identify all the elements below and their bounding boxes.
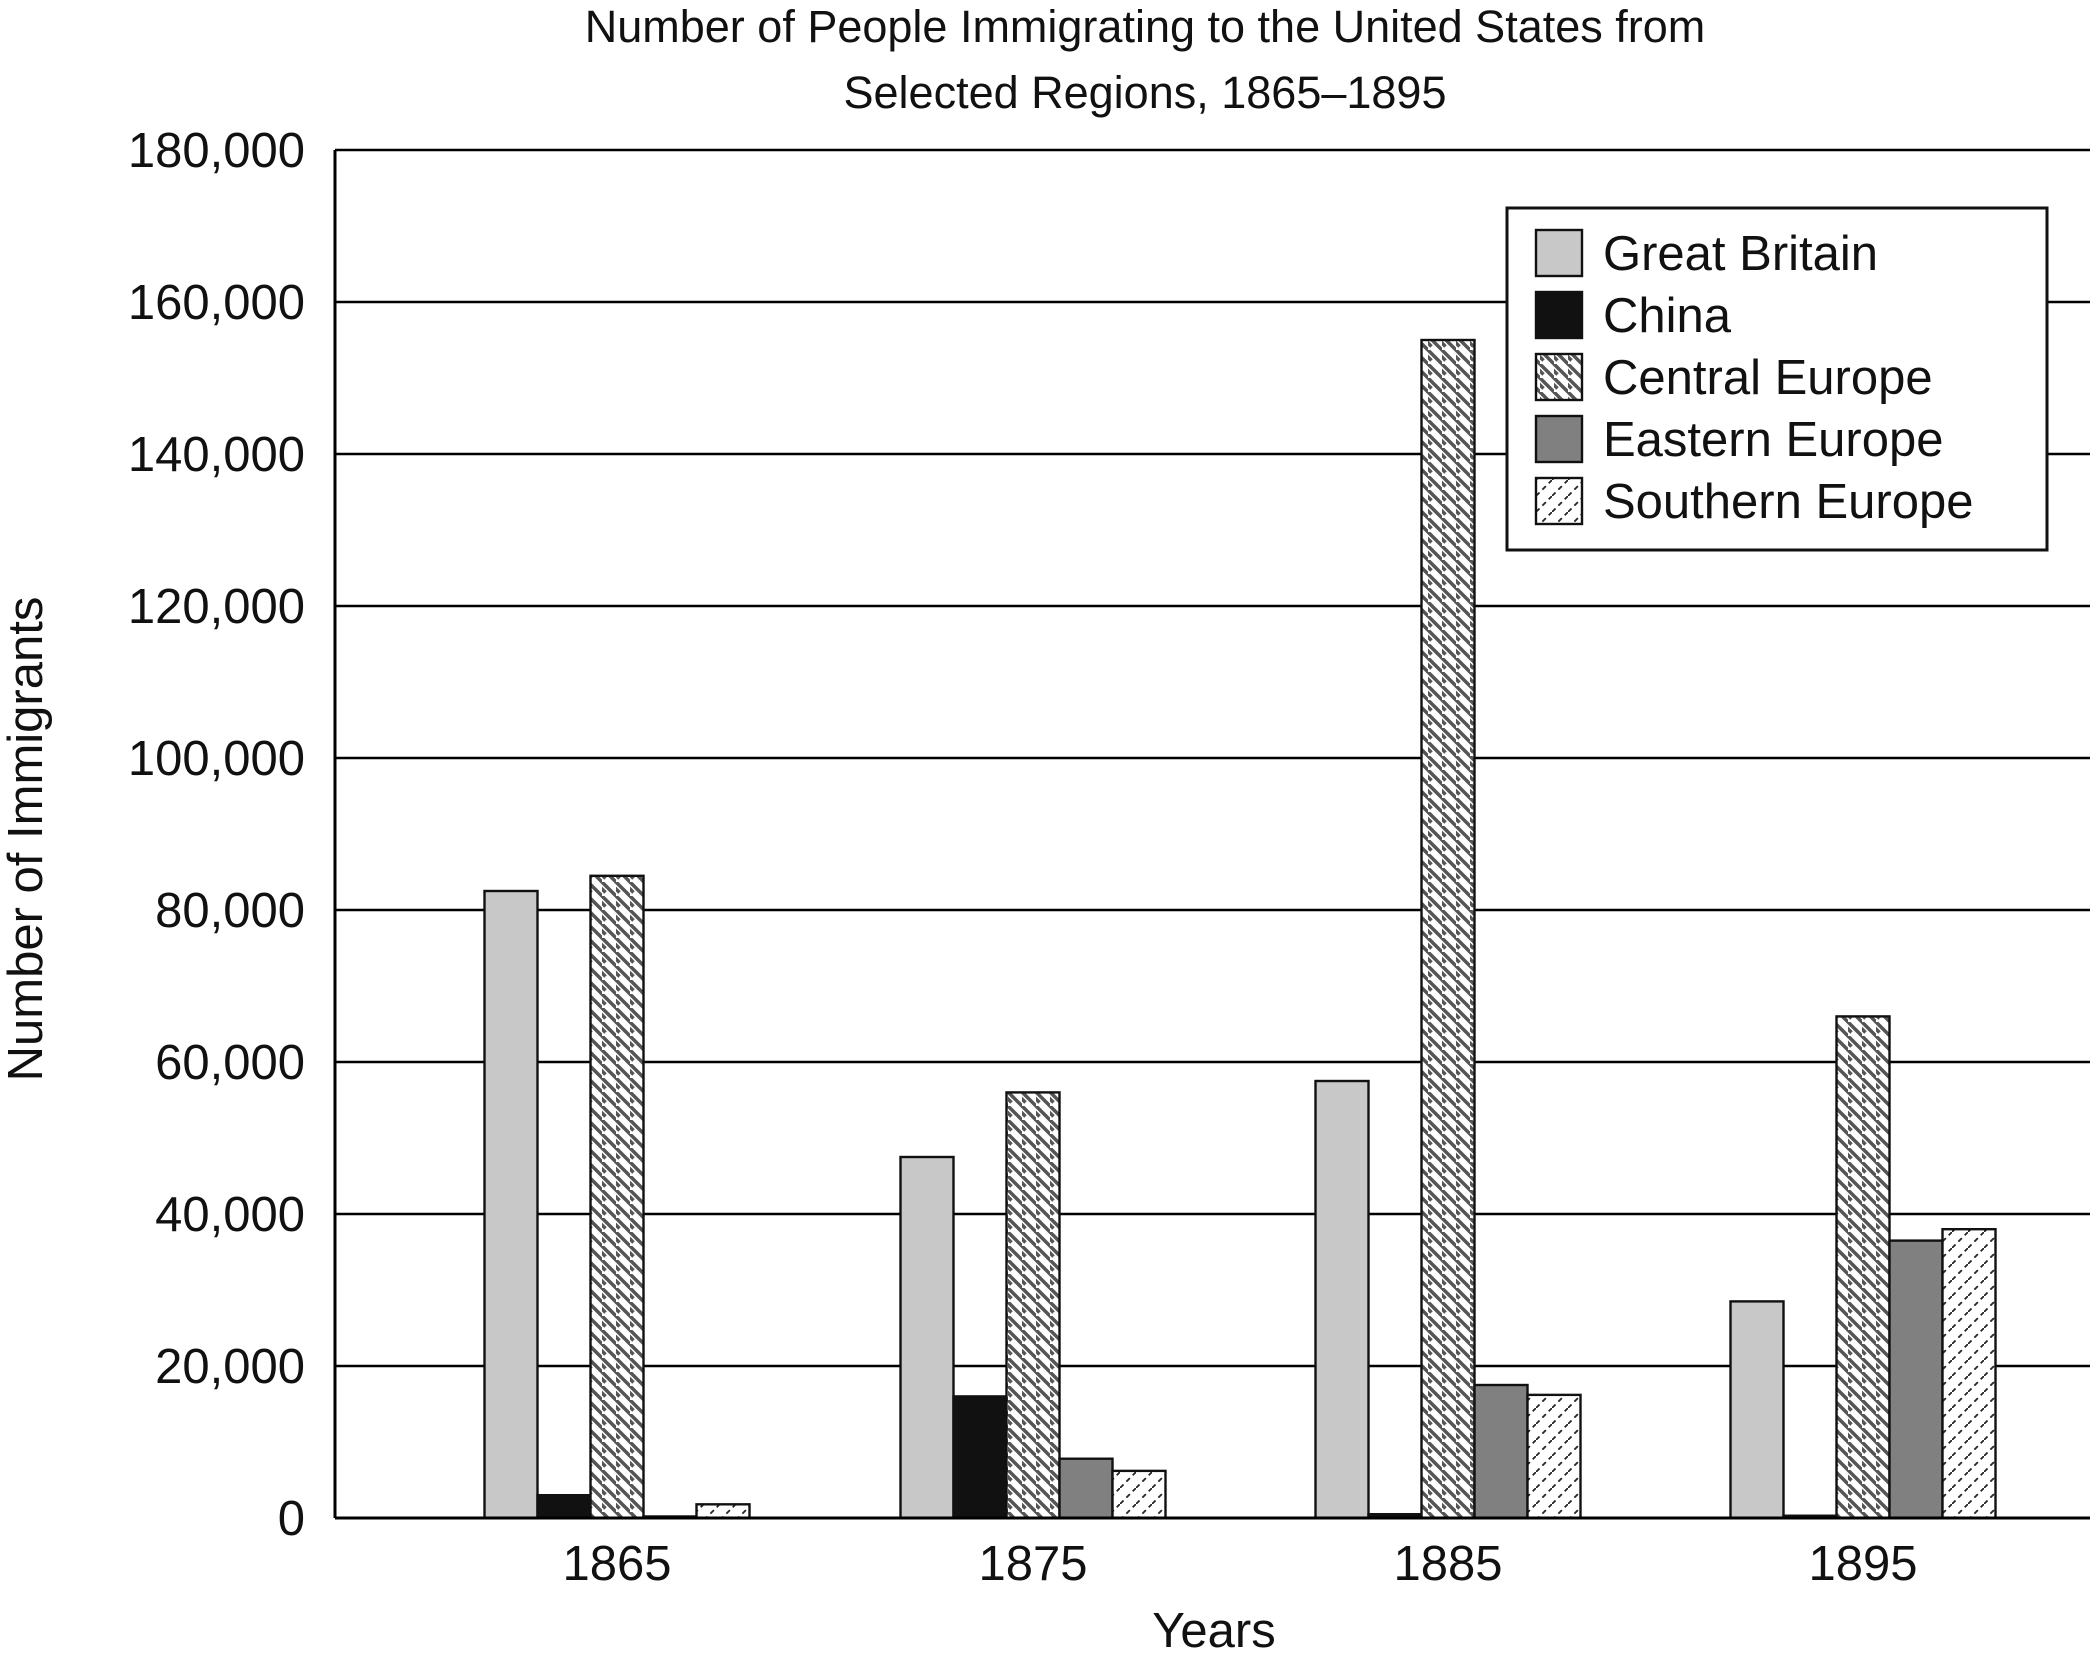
bar-great-britain-1895 — [1729, 1300, 1785, 1520]
chart-title-line-1: Number of People Immigrating to the Unit… — [585, 1, 1706, 52]
legend-label: Central Europe — [1603, 351, 1933, 405]
bar-china-1875 — [952, 1395, 1008, 1520]
bar-central-europe-1865 — [589, 874, 645, 1520]
chart-title: Number of People Immigrating to the Unit… — [585, 1, 1706, 118]
axes — [333, 150, 2090, 1520]
x-axis-tick-labels: 1865 1875 1885 1895 — [562, 1537, 1917, 1591]
legend-swatch — [1534, 290, 1584, 340]
y-tick-label: 80,000 — [155, 884, 305, 938]
y-tick-label: 20,000 — [155, 1340, 305, 1394]
legend-swatch — [1534, 476, 1584, 526]
bar-southern-europe-1865 — [695, 1503, 751, 1520]
y-tick-label: 180,000 — [128, 124, 305, 178]
legend-swatch — [1534, 228, 1584, 278]
legend-label: China — [1603, 289, 1732, 343]
bar-southern-europe-1885 — [1526, 1393, 1582, 1520]
bar-eastern-europe-1875 — [1058, 1457, 1114, 1520]
y-tick-label: 0 — [278, 1492, 305, 1546]
bar-central-europe-1885 — [1420, 338, 1476, 1520]
bar-great-britain-1865 — [483, 889, 539, 1520]
chart-title-line-2: Selected Regions, 1865–1895 — [844, 67, 1447, 118]
x-tick-label: 1865 — [562, 1537, 671, 1591]
bar-southern-europe-1895 — [1941, 1227, 1997, 1520]
x-tick-label: 1895 — [1808, 1537, 1917, 1591]
legend-box — [1505, 206, 2049, 552]
y-tick-label: 40,000 — [155, 1188, 305, 1242]
x-axis-label: Years — [1152, 1604, 1276, 1653]
bar-southern-europe-1875 — [1111, 1469, 1167, 1520]
bar-eastern-europe-1885 — [1473, 1383, 1529, 1520]
y-axis-tick-labels: 0 20,000 40,000 60,000 80,000 100,000 120,000 1… — [128, 124, 305, 1546]
y-axis-label: Number of Immigrants — [0, 597, 53, 1082]
bar-great-britain-1885 — [1314, 1079, 1370, 1520]
bar-china-1865 — [536, 1493, 592, 1520]
y-tick-label: 120,000 — [128, 580, 305, 634]
bars — [483, 338, 1997, 1520]
bar-eastern-europe-1895 — [1888, 1239, 1944, 1520]
y-tick-label: 60,000 — [155, 1036, 305, 1090]
legend-swatch — [1534, 352, 1584, 402]
x-tick-label: 1875 — [978, 1537, 1087, 1591]
x-tick-label: 1885 — [1393, 1537, 1502, 1591]
legend-swatch — [1534, 414, 1584, 464]
y-tick-label: 100,000 — [128, 732, 305, 786]
legend-label: Great Britain — [1603, 227, 1878, 281]
bar-central-europe-1875 — [1005, 1091, 1061, 1520]
legend: Great Britain China Central Europe Eastern … — [1505, 206, 2049, 552]
bar-great-britain-1875 — [899, 1155, 955, 1520]
y-tick-label: 140,000 — [128, 428, 305, 482]
y-tick-label: 160,000 — [128, 276, 305, 330]
bar-central-europe-1895 — [1835, 1015, 1891, 1520]
legend-label: Eastern Europe — [1603, 413, 1944, 467]
legend-label: Southern Europe — [1603, 475, 1974, 529]
